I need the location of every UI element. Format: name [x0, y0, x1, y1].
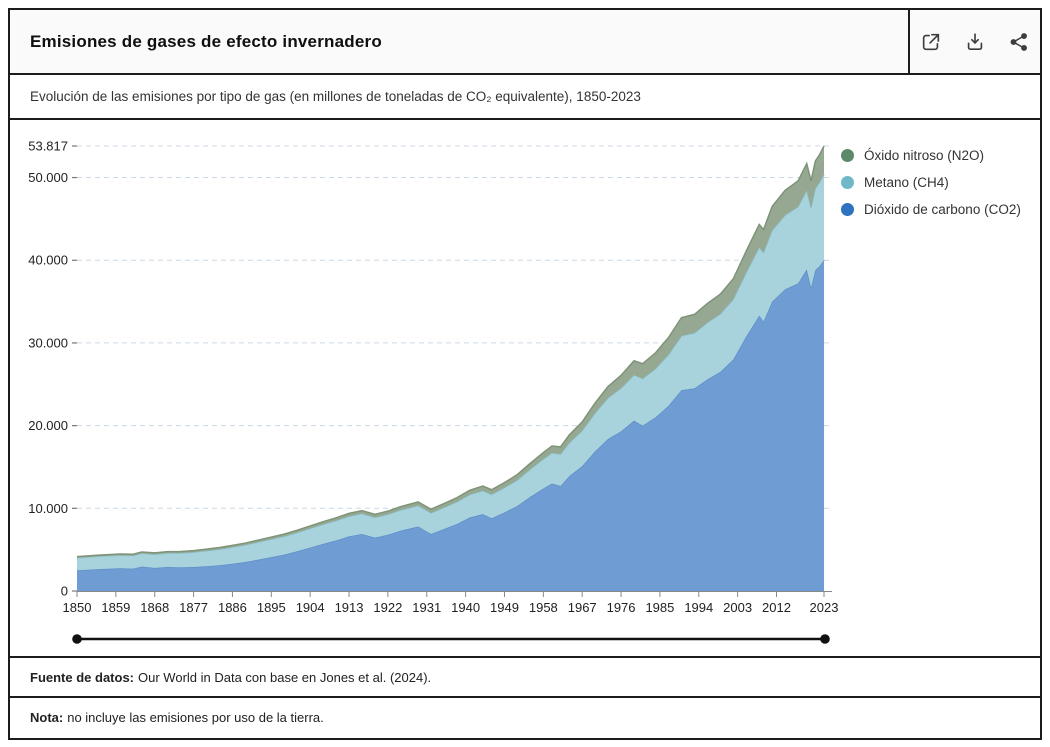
svg-text:1985: 1985: [645, 600, 674, 615]
chart-card: Emisiones de gases de efecto invernadero: [8, 8, 1042, 740]
time-range-slider[interactable]: [69, 631, 833, 647]
legend-label: Dióxido de carbono (CO2): [864, 202, 1021, 217]
svg-text:1931: 1931: [412, 600, 441, 615]
svg-text:1976: 1976: [607, 600, 636, 615]
download-icon[interactable]: [962, 29, 988, 55]
svg-text:1958: 1958: [529, 600, 558, 615]
ch4-legend-dot-icon: [841, 176, 854, 189]
svg-text:10.000: 10.000: [28, 501, 68, 516]
subtitle-row: Evolución de las emisiones por tipo de g…: [10, 75, 1040, 120]
chart-svg[interactable]: 53.81750.00040.00030.00020.00010.0000185…: [10, 120, 1040, 656]
legend-item-ch4[interactable]: Metano (CH4): [841, 169, 1021, 196]
note-label: Nota:: [30, 709, 64, 725]
svg-text:1859: 1859: [101, 600, 130, 615]
svg-text:20.000: 20.000: [28, 418, 68, 433]
chart-title: Emisiones de gases de efecto invernadero: [30, 31, 382, 51]
svg-text:2003: 2003: [723, 600, 752, 615]
title-area: Emisiones de gases de efecto invernadero: [10, 10, 908, 73]
note-text: no incluye las emisiones por uso de la t…: [67, 709, 324, 725]
svg-text:1922: 1922: [373, 600, 402, 615]
svg-text:0: 0: [61, 584, 68, 599]
slider-handle-start[interactable]: [72, 634, 82, 644]
svg-text:30.000: 30.000: [28, 335, 68, 350]
legend-item-n2o[interactable]: Óxido nitroso (N2O): [841, 142, 1021, 169]
open-in-new-icon[interactable]: [918, 29, 944, 55]
source-row: Fuente de datos: Our World in Data con b…: [10, 656, 1040, 696]
chart-header: Emisiones de gases de efecto invernadero: [10, 10, 1040, 75]
source-text: Our World in Data con base en Jones et a…: [138, 669, 432, 685]
header-actions: [908, 10, 1040, 73]
svg-text:1913: 1913: [335, 600, 364, 615]
svg-text:50.000: 50.000: [28, 170, 68, 185]
legend-label: Metano (CH4): [864, 175, 949, 190]
chart-legend: Óxido nitroso (N2O) Metano (CH4) Dióxido…: [841, 142, 1021, 223]
svg-text:1904: 1904: [296, 600, 325, 615]
svg-text:1949: 1949: [490, 600, 519, 615]
co2-legend-dot-icon: [841, 203, 854, 216]
chart-subtitle: Evolución de las emisiones por tipo de g…: [30, 89, 641, 104]
svg-text:53.817: 53.817: [28, 139, 68, 154]
legend-item-co2[interactable]: Dióxido de carbono (CO2): [841, 196, 1021, 223]
svg-text:1886: 1886: [218, 600, 247, 615]
share-icon[interactable]: [1006, 29, 1032, 55]
svg-text:1850: 1850: [63, 600, 92, 615]
n2o-legend-dot-icon: [841, 149, 854, 162]
slider-handle-end[interactable]: [820, 634, 830, 644]
svg-text:1895: 1895: [257, 600, 286, 615]
note-row: Nota: no incluye las emisiones por uso d…: [10, 696, 1040, 736]
svg-text:2023: 2023: [810, 600, 839, 615]
chart-area: 53.817 50.000 40.000 30.000 20.000 10.000 0 185…: [10, 120, 1040, 656]
svg-text:1994: 1994: [684, 600, 713, 615]
source-label: Fuente de datos:: [30, 669, 135, 685]
svg-text:1967: 1967: [568, 600, 597, 615]
svg-text:2012: 2012: [762, 600, 791, 615]
svg-text:40.000: 40.000: [28, 253, 68, 268]
svg-text:1940: 1940: [451, 600, 480, 615]
legend-label: Óxido nitroso (N2O): [864, 148, 985, 163]
svg-text:1877: 1877: [179, 600, 208, 615]
svg-text:1868: 1868: [140, 600, 169, 615]
